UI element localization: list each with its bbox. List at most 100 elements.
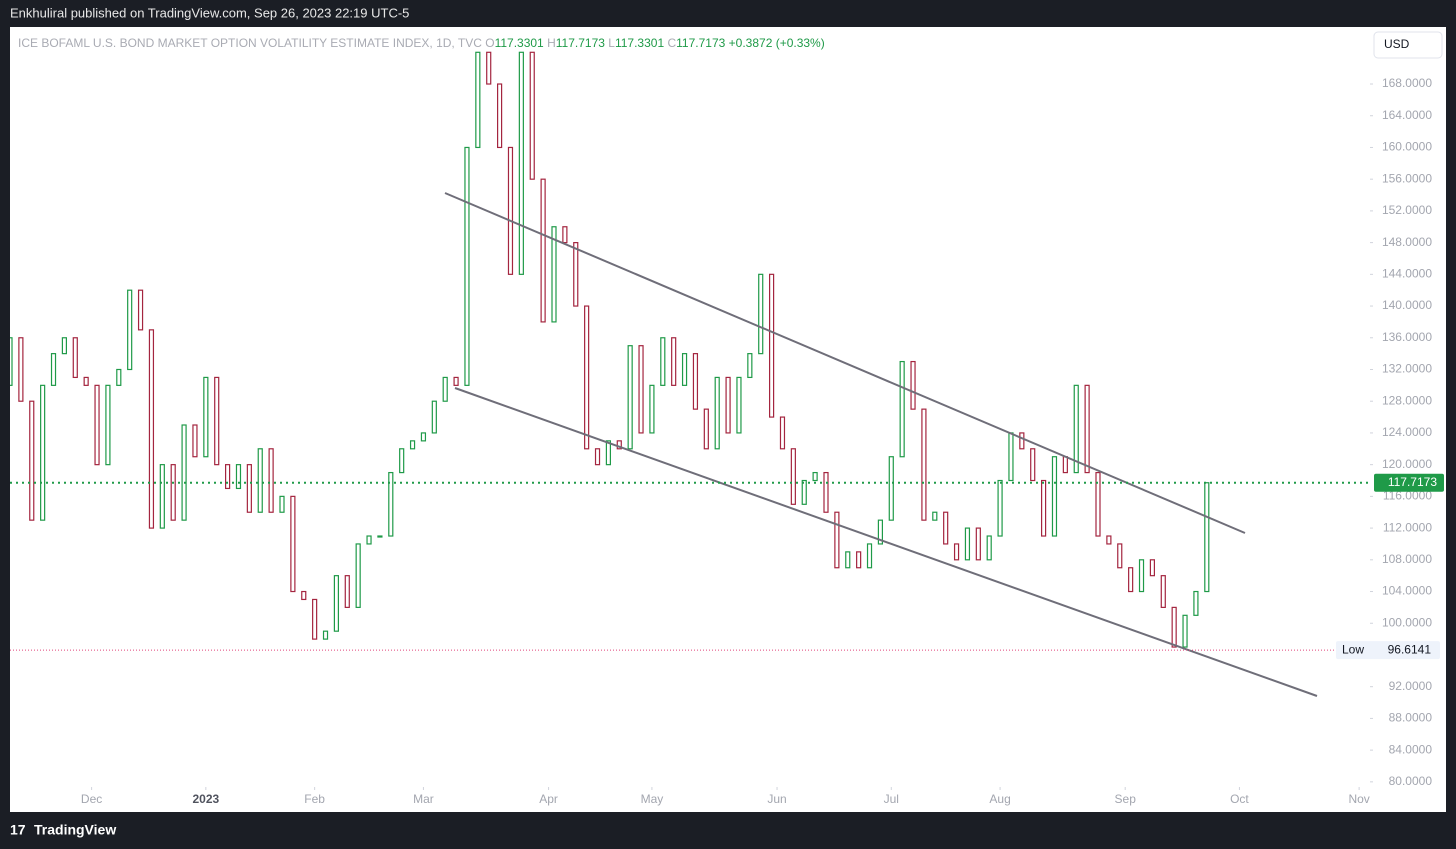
candle-body bbox=[148, 329, 155, 529]
candle-body bbox=[279, 495, 285, 513]
low-tag bbox=[1336, 641, 1440, 660]
y-tick-label: 84.0000 bbox=[1389, 742, 1433, 756]
candle-body bbox=[649, 384, 655, 434]
candle-body bbox=[953, 543, 960, 561]
y-tick-label: 132.0000 bbox=[1382, 362, 1432, 376]
candle-body bbox=[584, 305, 590, 450]
candle-body bbox=[333, 575, 339, 632]
y-tick-label: 156.0000 bbox=[1382, 171, 1432, 185]
x-tick-label: Oct bbox=[1230, 792, 1249, 806]
x-tick-label: Dec bbox=[81, 792, 102, 806]
x-tick-label: Jul bbox=[884, 792, 899, 806]
candle-body bbox=[703, 408, 709, 450]
candle-body bbox=[1008, 432, 1014, 482]
candle-body bbox=[420, 432, 427, 442]
currency: USD bbox=[1384, 37, 1410, 51]
candle-body bbox=[442, 376, 448, 402]
candle-body bbox=[1149, 559, 1156, 577]
legend-key: O bbox=[485, 36, 494, 50]
x-tick-label: Aug bbox=[989, 792, 1010, 806]
footer-logo: 17 bbox=[10, 822, 26, 838]
candle-body bbox=[986, 535, 992, 561]
x-tick-label: Apr bbox=[539, 792, 558, 806]
candle-body bbox=[344, 575, 350, 608]
candle-body bbox=[10, 337, 13, 386]
y-tick-label: 92.0000 bbox=[1389, 679, 1433, 693]
y-tick-label: 136.0000 bbox=[1382, 330, 1432, 344]
candle-body bbox=[29, 400, 35, 521]
candle-body bbox=[377, 535, 383, 538]
legend-change: +0.3872 (+0.33%) bbox=[729, 36, 825, 50]
x-tick-label: Sep bbox=[1115, 792, 1137, 806]
y-tick-label: 104.0000 bbox=[1382, 584, 1432, 598]
candle-body bbox=[475, 51, 481, 149]
legend-value: 117.7173 bbox=[676, 36, 725, 50]
y-tick-label: 88.0000 bbox=[1389, 711, 1433, 725]
candle-body bbox=[921, 408, 927, 521]
candle-body bbox=[1019, 432, 1025, 450]
y-tick-label: 120.0000 bbox=[1382, 457, 1432, 471]
candle-body bbox=[660, 337, 666, 386]
candle-body bbox=[181, 424, 187, 521]
currency-button[interactable] bbox=[1373, 31, 1443, 59]
candle-body bbox=[257, 448, 263, 513]
candle-body bbox=[1171, 606, 1177, 648]
legend-value: 117.7173 bbox=[556, 36, 605, 50]
y-tick-label: 160.0000 bbox=[1382, 140, 1432, 154]
candle-body bbox=[845, 551, 851, 569]
candle-body bbox=[431, 400, 437, 434]
candle-body bbox=[975, 527, 981, 561]
footer-brand: TradingView bbox=[34, 822, 116, 838]
candle-body bbox=[235, 464, 242, 490]
trend-line bbox=[444, 192, 1246, 534]
candle-body bbox=[40, 384, 46, 521]
legend-symbol: ICE BOFAML U.S. BOND MARKET OPTION VOLAT… bbox=[18, 36, 482, 50]
candle-body bbox=[1040, 479, 1047, 537]
candle-body bbox=[964, 527, 971, 561]
candle-body bbox=[214, 376, 220, 466]
candle-body bbox=[507, 146, 514, 275]
candle-body bbox=[790, 448, 796, 505]
candle-body bbox=[301, 590, 307, 601]
candle-body bbox=[768, 273, 775, 418]
x-tick-label: Feb bbox=[304, 792, 325, 806]
candle-body bbox=[1106, 535, 1112, 545]
candle-body bbox=[388, 471, 394, 537]
candle-body bbox=[159, 464, 165, 529]
candle-body bbox=[312, 598, 318, 640]
candle-body bbox=[671, 337, 677, 386]
candle-body bbox=[225, 464, 231, 490]
candle-body bbox=[486, 51, 492, 85]
x-tick-label: May bbox=[641, 792, 664, 806]
legend-key: H bbox=[547, 36, 556, 50]
candle-body bbox=[540, 178, 546, 323]
candle-body bbox=[997, 479, 1003, 537]
legend-value: 117.3301 bbox=[495, 36, 544, 50]
candle-body bbox=[127, 289, 133, 371]
candle-body bbox=[627, 345, 633, 450]
last-price-tag bbox=[1374, 473, 1444, 492]
x-tick-label: Nov bbox=[1348, 792, 1369, 806]
candle-body bbox=[943, 511, 949, 545]
legend-value: 117.3301 bbox=[615, 36, 664, 50]
candle-body bbox=[616, 440, 622, 450]
candle-body bbox=[801, 479, 807, 505]
y-tick-label: 144.0000 bbox=[1382, 267, 1432, 281]
candle-body bbox=[94, 384, 100, 466]
candle-body bbox=[61, 337, 68, 355]
candle-body bbox=[1073, 384, 1079, 474]
candle-body bbox=[877, 519, 884, 545]
candle-body bbox=[268, 448, 274, 513]
candle-body bbox=[203, 376, 209, 458]
candle-body bbox=[105, 384, 111, 466]
candle-body bbox=[497, 83, 503, 149]
candle-body bbox=[551, 226, 557, 323]
candle-body bbox=[355, 543, 361, 608]
y-tick-label: 124.0000 bbox=[1382, 425, 1432, 439]
candle-body bbox=[192, 424, 198, 458]
x-tick-label: 2023 bbox=[192, 792, 219, 806]
candle-body bbox=[1182, 614, 1188, 648]
candle-body bbox=[758, 273, 764, 355]
